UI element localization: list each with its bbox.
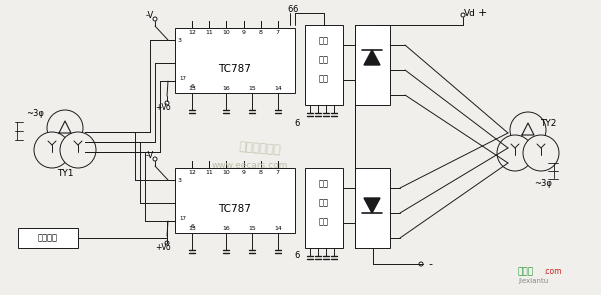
- Polygon shape: [364, 198, 380, 213]
- Text: 11: 11: [206, 171, 213, 176]
- Text: 电子技术交网: 电子技术交网: [239, 140, 281, 156]
- Text: +Vo: +Vo: [155, 104, 171, 112]
- Circle shape: [165, 241, 169, 245]
- Text: 隔离: 隔离: [319, 179, 329, 189]
- Polygon shape: [364, 50, 380, 65]
- Text: 7: 7: [276, 30, 280, 35]
- Circle shape: [47, 110, 83, 146]
- Text: 10: 10: [222, 171, 230, 176]
- Text: 15: 15: [248, 86, 256, 91]
- Text: Vd: Vd: [464, 9, 476, 17]
- Circle shape: [60, 132, 96, 168]
- Text: .com: .com: [543, 268, 561, 276]
- Circle shape: [510, 112, 546, 148]
- Text: 12: 12: [188, 171, 196, 176]
- Text: TY1: TY1: [56, 170, 73, 178]
- Text: 14: 14: [274, 225, 282, 230]
- Text: 6: 6: [191, 83, 195, 88]
- Text: 3: 3: [178, 178, 182, 183]
- Bar: [18, 228, 78, 248]
- Text: 6: 6: [294, 119, 300, 127]
- Circle shape: [153, 157, 157, 161]
- Bar: [175, 168, 295, 233]
- Text: 8: 8: [259, 30, 263, 35]
- Text: 13: 13: [188, 225, 196, 230]
- Text: 功率: 功率: [319, 199, 329, 207]
- Circle shape: [153, 17, 157, 21]
- Text: 隔离: 隔离: [319, 37, 329, 45]
- Bar: [355, 25, 390, 105]
- Circle shape: [34, 132, 70, 168]
- Text: 放大: 放大: [319, 75, 329, 83]
- Text: 接线图: 接线图: [518, 268, 534, 276]
- Text: jiexiantu: jiexiantu: [518, 278, 548, 284]
- Text: -: -: [428, 259, 432, 269]
- Text: 10: 10: [222, 30, 230, 35]
- Text: 6: 6: [191, 224, 195, 229]
- Text: 12: 12: [188, 30, 196, 35]
- Text: +: +: [477, 8, 487, 18]
- Text: 14: 14: [274, 86, 282, 91]
- Text: 17: 17: [180, 76, 186, 81]
- Text: +Vo: +Vo: [155, 243, 171, 253]
- Text: 16: 16: [222, 225, 230, 230]
- Text: 13: 13: [188, 86, 196, 91]
- Circle shape: [165, 101, 169, 105]
- Text: TC787: TC787: [219, 204, 251, 214]
- Text: 9: 9: [242, 171, 246, 176]
- Text: 3: 3: [178, 37, 182, 42]
- Text: -V: -V: [146, 150, 154, 160]
- Text: TY2: TY2: [540, 119, 556, 127]
- Text: 6: 6: [287, 6, 293, 14]
- Text: 8: 8: [259, 171, 263, 176]
- Circle shape: [461, 13, 465, 17]
- Text: 16: 16: [222, 86, 230, 91]
- Bar: [305, 168, 343, 248]
- Text: ~3φ: ~3φ: [26, 109, 44, 119]
- Bar: [175, 28, 295, 93]
- Text: www.eecars.com: www.eecars.com: [212, 160, 288, 170]
- Text: 7: 7: [276, 171, 280, 176]
- Bar: [305, 25, 343, 105]
- Bar: [355, 168, 390, 248]
- Text: 11: 11: [206, 30, 213, 35]
- Text: 17: 17: [180, 216, 186, 220]
- Text: -V: -V: [146, 11, 154, 19]
- Text: ~3φ: ~3φ: [534, 178, 552, 188]
- Text: 功率: 功率: [319, 55, 329, 65]
- Circle shape: [523, 135, 559, 171]
- Text: 放大: 放大: [319, 217, 329, 227]
- Text: 9: 9: [242, 30, 246, 35]
- Text: 6: 6: [292, 4, 297, 14]
- Text: 给定积分: 给定积分: [38, 234, 58, 242]
- Text: TC787: TC787: [219, 63, 251, 73]
- Text: 15: 15: [248, 225, 256, 230]
- Text: 6: 6: [294, 252, 300, 260]
- Circle shape: [419, 262, 423, 266]
- Circle shape: [497, 135, 533, 171]
